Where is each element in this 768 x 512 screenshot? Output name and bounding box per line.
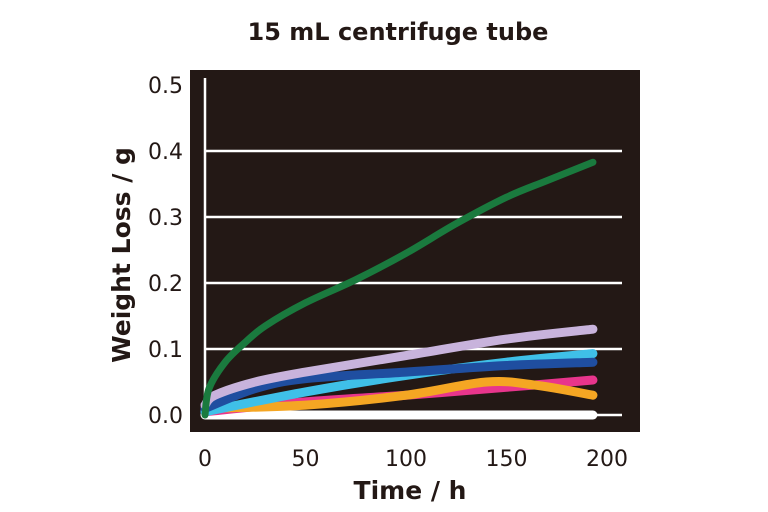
y-tick-label: 0.5	[148, 74, 183, 99]
x-axis-label: Time / h	[354, 476, 467, 505]
x-tick-label: 150	[486, 447, 528, 472]
y-tick-label: 0.0	[148, 404, 183, 429]
series-line-5	[200, 324, 598, 410]
chart-title: 15 mL centrifuge tube	[248, 18, 549, 46]
series-line-4	[200, 357, 598, 413]
y-axis-label: Weight Loss / g	[107, 147, 136, 363]
y-tick-label: 0.4	[148, 140, 183, 165]
x-tick-label: 50	[292, 447, 320, 472]
x-tick-label: 200	[586, 447, 628, 472]
y-tick-label: 0.1	[148, 338, 183, 363]
x-tick-label: 100	[385, 447, 427, 472]
y-tick-label: 0.3	[148, 206, 183, 231]
y-tick-label: 0.2	[148, 272, 183, 297]
x-tick-label: 0	[198, 447, 212, 472]
series-line-6	[201, 158, 597, 419]
series-line-2	[200, 377, 598, 413]
